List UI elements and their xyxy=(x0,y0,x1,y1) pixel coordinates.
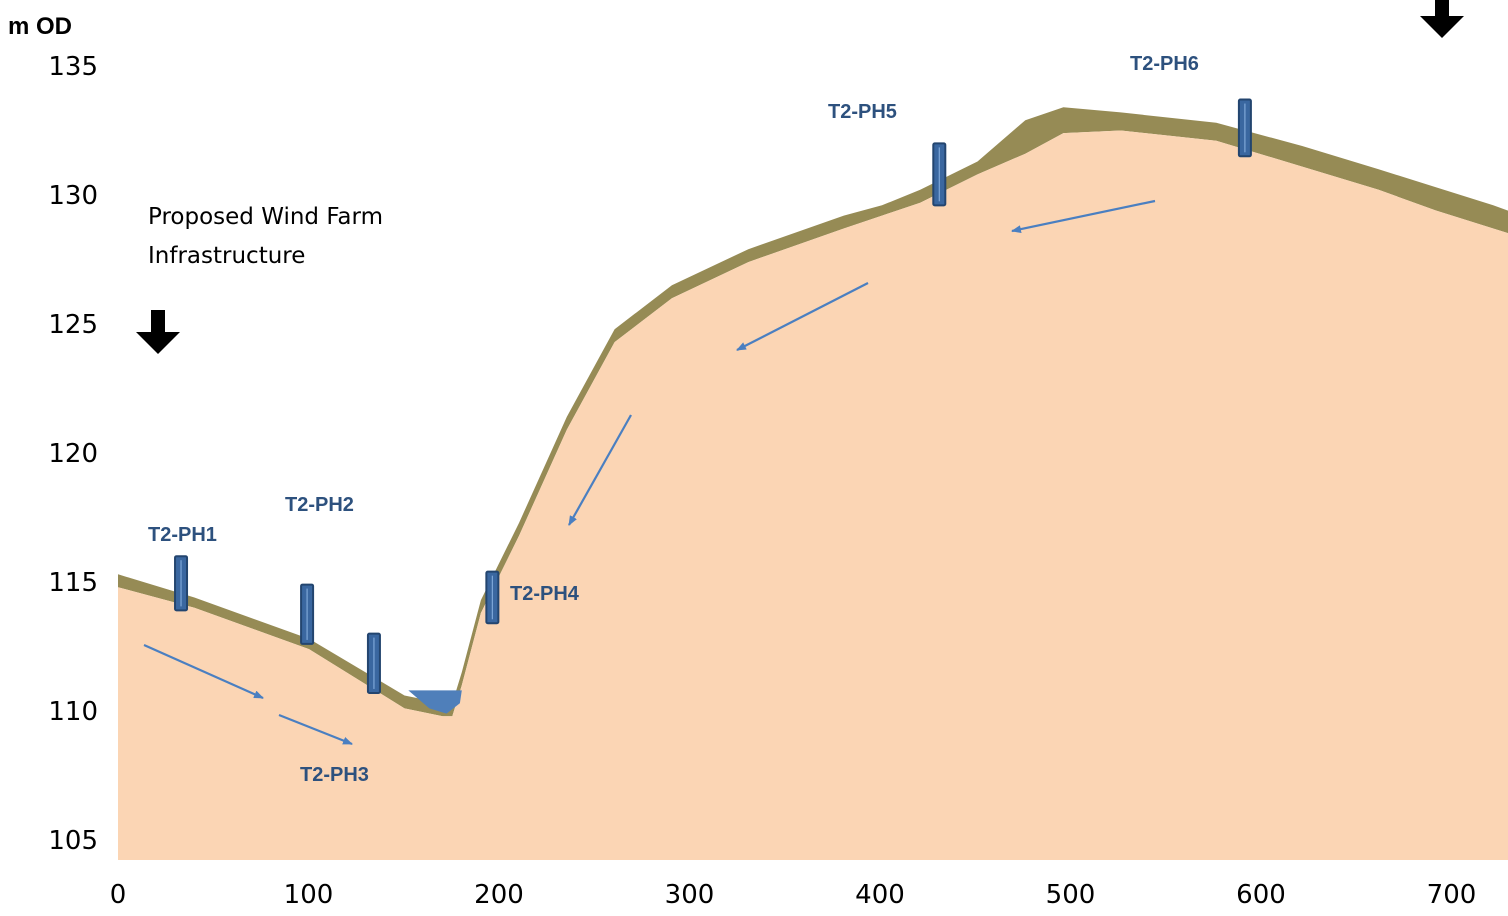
t2-ph3-label: T2-PH3 xyxy=(300,764,369,786)
topsoil-layer xyxy=(118,107,1508,717)
flow-arrow-2 xyxy=(278,713,353,746)
infrastructure-markers xyxy=(136,0,1464,354)
infrastructure-down-arrow-right xyxy=(1420,0,1464,38)
y-axis-unit-label: m OD xyxy=(8,13,72,40)
x-tick-label-700: 700 xyxy=(1427,880,1477,910)
flow-arrow-1 xyxy=(143,643,264,700)
t2-ph2-label: T2-PH2 xyxy=(285,494,354,516)
y-tick-label-125: 125 xyxy=(48,310,98,340)
flow-arrow-5 xyxy=(1011,199,1156,234)
t2-ph6-label: T2-PH6 xyxy=(1130,53,1199,75)
flow-arrows xyxy=(143,199,1156,746)
x-tick-label-100: 100 xyxy=(284,880,334,910)
x-tick-label-600: 600 xyxy=(1236,880,1286,910)
ground-layers xyxy=(118,107,1508,860)
x-tick-label-400: 400 xyxy=(855,880,905,910)
infrastructure-label-line1: Proposed Wind Farm xyxy=(148,204,383,230)
t2-ph1-label: T2-PH1 xyxy=(148,524,217,546)
y-tick-label-130: 130 xyxy=(48,181,98,211)
y-tick-label-105: 105 xyxy=(48,826,98,856)
x-tick-label-200: 200 xyxy=(474,880,524,910)
ground-fill xyxy=(118,130,1508,860)
infrastructure-label-line2: Infrastructure xyxy=(148,243,305,269)
t2-ph5-label: T2-PH5 xyxy=(828,101,897,123)
flow-arrow-4 xyxy=(736,282,869,351)
axes: 0 100 200 300 400 500 600 700 105 110 115 120 125 130… xyxy=(48,52,1476,910)
x-tick-label-300: 300 xyxy=(665,880,715,910)
flow-arrow-3 xyxy=(568,414,632,526)
piezometers: T2-PH1 T2-PH2 T2-PH3 T2-PH4 T2-PH5 T2-PH6 xyxy=(148,53,1252,786)
pond-water xyxy=(408,690,462,714)
t2-ph4-label: T2-PH4 xyxy=(510,583,580,605)
x-tick-label-500: 500 xyxy=(1046,880,1096,910)
infrastructure-down-arrow-left xyxy=(136,310,180,354)
x-tick-label-0: 0 xyxy=(110,880,127,910)
water-body xyxy=(408,690,462,714)
y-tick-label-120: 120 xyxy=(48,439,98,469)
y-tick-label-110: 110 xyxy=(48,697,98,727)
y-tick-label-115: 115 xyxy=(48,568,98,598)
y-tick-label-135: 135 xyxy=(48,52,98,82)
